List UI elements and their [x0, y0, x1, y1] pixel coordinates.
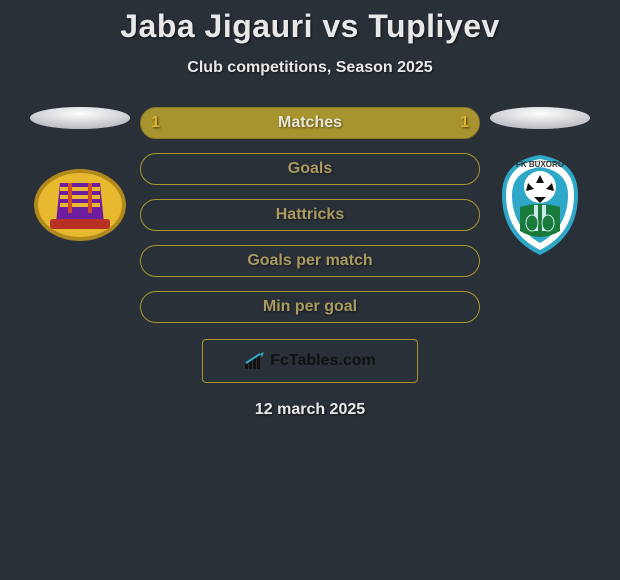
crest-left	[30, 155, 130, 255]
branding-logo: FcTables.com	[244, 352, 376, 370]
stat-row-matches: 1 Matches 1	[140, 107, 480, 139]
stats-column: 1 Matches 1 Goals Hattricks Goals per ma…	[140, 107, 480, 323]
stat-row-min-per-goal: Min per goal	[140, 291, 480, 323]
page-title: Jaba Jigauri vs Tupliyev	[120, 8, 500, 45]
comparison-card: Jaba Jigauri vs Tupliyev Club competitio…	[0, 0, 620, 419]
player-left-col	[20, 107, 140, 255]
player-right-oval	[490, 107, 590, 129]
stat-row-goals: Goals	[140, 153, 480, 185]
stat-val-right: 1	[460, 114, 469, 132]
stat-label: Matches	[278, 114, 342, 132]
stat-row-hattricks: Hattricks	[140, 199, 480, 231]
bars-icon	[244, 352, 266, 370]
svg-text:FK BUXORO: FK BUXORO	[516, 160, 564, 169]
player-left-oval	[30, 107, 130, 129]
subtitle: Club competitions, Season 2025	[187, 59, 432, 77]
stat-label: Min per goal	[263, 298, 357, 316]
date-text: 12 march 2025	[255, 401, 365, 419]
stat-label: Goals per match	[247, 252, 372, 270]
branding-text: FcTables.com	[270, 352, 376, 370]
stat-row-goals-per-match: Goals per match	[140, 245, 480, 277]
crest-left-icon	[30, 165, 130, 245]
crest-right-icon: FK BUXORO	[490, 151, 590, 259]
crest-right: FK BUXORO	[490, 155, 590, 255]
oval-icon	[490, 107, 590, 129]
stat-val-left: 1	[151, 114, 160, 132]
oval-icon	[30, 107, 130, 129]
player-right-col: FK BUXORO	[480, 107, 600, 255]
main-row: 1 Matches 1 Goals Hattricks Goals per ma…	[0, 107, 620, 323]
branding-box[interactable]: FcTables.com	[202, 339, 418, 383]
stat-label: Goals	[288, 160, 332, 178]
stat-label: Hattricks	[276, 206, 344, 224]
